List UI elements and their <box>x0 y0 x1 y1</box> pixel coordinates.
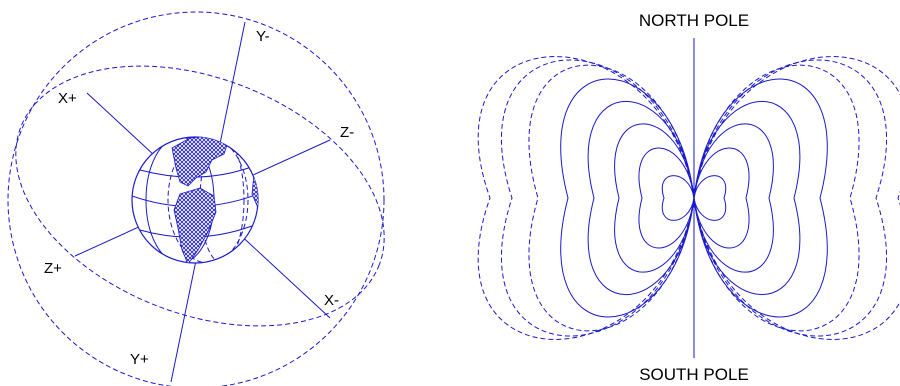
south-america-shape <box>173 187 217 263</box>
field-line-right-1 <box>693 175 727 221</box>
field-line-left-5 <box>560 78 695 318</box>
south-pole-label: SOUTH POLE <box>639 365 749 384</box>
field-line-right-8 <box>693 56 900 340</box>
earth-axes-panel: Y- X+ Z- Z+ X- Y+ <box>7 11 385 386</box>
field-line-left-6 <box>528 64 695 332</box>
field-lines <box>477 56 900 340</box>
field-line-left-4 <box>587 100 695 296</box>
field-line-left-7 <box>500 59 695 337</box>
outer-sphere <box>7 11 385 386</box>
y-minus-label: Y- <box>256 28 270 45</box>
field-line-right-7 <box>693 59 888 337</box>
globe <box>131 136 259 264</box>
y-plus-label: Y+ <box>130 351 149 368</box>
field-line-right-2 <box>693 147 750 249</box>
orbit-ellipse <box>15 65 385 327</box>
field-line-left-2 <box>638 147 695 249</box>
field-line-right-5 <box>693 78 828 318</box>
field-line-right-3 <box>693 123 774 273</box>
field-line-left-1 <box>661 175 695 221</box>
field-line-right-6 <box>693 64 860 332</box>
z-minus-label: Z- <box>340 124 354 141</box>
x-minus-label: X- <box>324 292 339 309</box>
z-plus-label: Z+ <box>44 260 62 277</box>
field-line-left-3 <box>614 123 695 273</box>
field-line-right-4 <box>693 100 801 296</box>
north-pole-label: NORTH POLE <box>639 11 749 30</box>
dipole-field-panel: NORTH POLE SOUTH POLE <box>477 11 900 384</box>
field-line-left-8 <box>477 56 695 340</box>
x-plus-label: X+ <box>58 90 77 107</box>
north-america-shape <box>171 137 229 187</box>
